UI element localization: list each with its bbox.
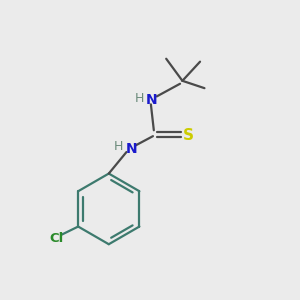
Text: H: H bbox=[134, 92, 144, 105]
Text: N: N bbox=[146, 93, 158, 107]
Text: S: S bbox=[183, 128, 194, 143]
Text: Cl: Cl bbox=[49, 232, 63, 245]
Text: N: N bbox=[126, 142, 137, 155]
Text: H: H bbox=[114, 140, 123, 153]
